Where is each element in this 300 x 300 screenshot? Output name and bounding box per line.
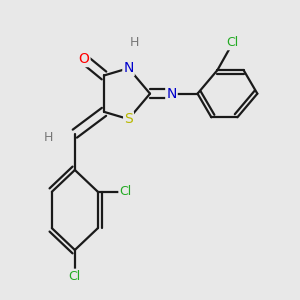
Text: N: N — [123, 61, 134, 75]
Text: Cl: Cl — [227, 36, 239, 49]
Text: N: N — [166, 87, 177, 101]
Text: H: H — [44, 131, 53, 144]
Text: Cl: Cl — [69, 270, 81, 283]
Text: Cl: Cl — [119, 185, 132, 198]
Text: O: O — [79, 52, 89, 66]
Text: S: S — [124, 112, 133, 126]
Text: H: H — [129, 36, 139, 49]
